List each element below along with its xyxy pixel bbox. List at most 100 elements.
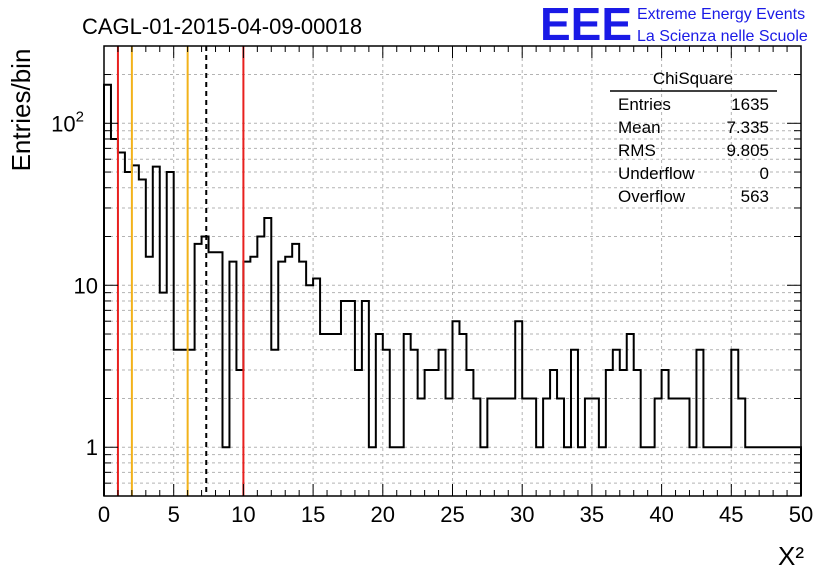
histogram-bin	[376, 334, 383, 496]
x-tick-label: 20	[371, 502, 395, 527]
histogram-bin	[446, 398, 453, 496]
stats-value-underflow: 0	[760, 164, 769, 183]
chart-title: CAGL-01-2015-04-09-00018	[82, 14, 362, 39]
histogram-bin	[759, 447, 766, 496]
histogram-bin	[397, 447, 404, 496]
histogram-bin	[139, 179, 146, 496]
logo-mark: EEE	[540, 0, 632, 50]
histogram-bin	[306, 285, 313, 496]
histogram-bin	[125, 172, 132, 496]
histogram-bin	[181, 350, 188, 496]
histogram-bin	[236, 370, 243, 496]
logo-line2: La Scienza nelle Scuole	[637, 28, 808, 45]
histogram-outline	[103, 83, 802, 496]
histogram-bin	[627, 334, 634, 496]
histogram-bin	[153, 167, 160, 496]
histogram-bin	[480, 447, 487, 496]
histogram-bin	[111, 139, 118, 496]
histogram-bin	[571, 350, 578, 496]
histogram-bin	[459, 334, 466, 496]
histogram-bin	[299, 262, 306, 496]
histogram-bin	[285, 257, 292, 496]
stats-label-overflow: Overflow	[618, 187, 686, 206]
histogram-bin	[522, 398, 529, 496]
histogram-bin	[564, 447, 571, 496]
histogram-bin	[369, 447, 376, 496]
histogram-bin	[257, 237, 264, 496]
histogram-bin	[543, 398, 550, 496]
histogram-bin	[669, 398, 676, 496]
histogram-bin	[160, 293, 167, 496]
histogram	[103, 83, 802, 496]
histogram-bin	[195, 244, 202, 496]
histogram-bin	[585, 398, 592, 496]
histogram-bin	[362, 301, 369, 496]
threshold-lines	[116, 46, 245, 496]
histogram-bin	[745, 447, 752, 496]
histogram-bin	[738, 398, 745, 496]
histogram-bin	[348, 301, 355, 496]
histogram-bin	[222, 447, 229, 496]
histogram-bin	[174, 350, 181, 496]
y-tick-label: 10	[74, 273, 98, 298]
histogram-bin	[487, 398, 494, 496]
histogram-bin	[453, 321, 460, 496]
stats-label-rms: RMS	[618, 141, 656, 160]
histogram-bin	[271, 350, 278, 496]
histogram-bin	[202, 237, 209, 496]
histogram-bin	[648, 447, 655, 496]
x-tick-label: 40	[649, 502, 673, 527]
histogram-bin	[703, 447, 710, 496]
x-tick-label: 5	[168, 502, 180, 527]
histogram-bin	[292, 244, 299, 496]
histogram-bin	[425, 370, 432, 496]
histogram-bin	[515, 321, 522, 496]
histogram-bin	[439, 350, 446, 496]
histogram-bin	[264, 218, 271, 496]
histogram-bin	[243, 262, 250, 496]
stats-value-overflow: 563	[741, 187, 769, 206]
x-tick-label: 10	[231, 502, 255, 527]
histogram-bin	[536, 447, 543, 496]
histogram-bin	[383, 350, 390, 496]
histogram-bin	[327, 334, 334, 496]
histogram-bin	[390, 447, 397, 496]
y-tick-label: 102	[51, 108, 84, 136]
histogram-bin	[216, 252, 223, 496]
stats-label-entries: Entries	[618, 95, 671, 114]
histogram-bin	[473, 398, 480, 496]
histogram-bin	[717, 447, 724, 496]
histogram-bin	[132, 165, 139, 496]
histogram-bin	[466, 370, 473, 496]
histogram-bin	[613, 350, 620, 496]
histogram-bin	[188, 350, 195, 496]
histogram-bin	[752, 447, 759, 496]
histogram-bin	[683, 398, 690, 496]
histogram-bin	[710, 447, 717, 496]
histogram-bin	[146, 257, 153, 496]
histogram-bin	[104, 85, 111, 496]
histogram-bin	[599, 447, 606, 496]
histogram-bin	[634, 370, 641, 496]
eee-logo: EEE Extreme Energy Events La Scienza nel…	[540, 0, 808, 50]
histogram-bin	[418, 398, 425, 496]
histogram-bin	[313, 279, 320, 496]
histogram-bin	[557, 398, 564, 496]
axes: 0 5 10 15 20 25 30 35 40 45 50 1 10 102	[51, 45, 813, 527]
x-tick-label: 45	[719, 502, 743, 527]
logo-line1: Extreme Energy Events	[637, 6, 805, 23]
stats-value-rms: 9.805	[726, 141, 769, 160]
histogram-bin	[676, 398, 683, 496]
histogram-bin	[404, 334, 411, 496]
histogram-bin	[655, 398, 662, 496]
histogram-bin	[787, 447, 794, 496]
histogram-bin	[592, 398, 599, 496]
histogram-bin	[620, 370, 627, 496]
histogram-bin	[209, 252, 216, 496]
stats-box: ChiSquare Entries 1635 Mean 7.335 RMS 9.…	[610, 69, 777, 206]
x-axis-title: X²	[778, 541, 804, 571]
x-tick-label: 50	[789, 502, 813, 527]
histogram-bin	[731, 350, 738, 496]
histogram-bin	[320, 334, 327, 496]
histogram-bin	[334, 334, 341, 496]
